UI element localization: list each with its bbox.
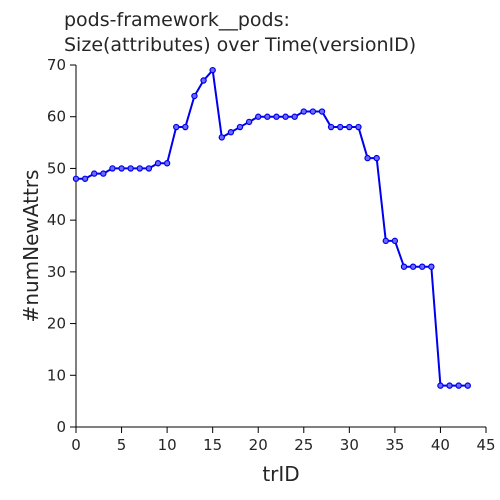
data-point xyxy=(245,118,253,126)
x-axis-label: trID xyxy=(262,462,299,486)
x-tick-label: 40 xyxy=(431,436,450,454)
x-tick-label: 15 xyxy=(203,436,222,454)
data-point xyxy=(455,382,462,389)
chart-title-line-1: pods-framework__pods: xyxy=(64,9,290,31)
y-tick-label: 50 xyxy=(47,159,66,177)
data-point xyxy=(428,263,435,270)
y-axis-label: #numNewAttrs xyxy=(19,170,43,323)
x-tick-label: 25 xyxy=(294,436,313,454)
plot-area: 0 10 20 30 40 50 60 70 0 5 10 15 20 25 30 35 40 45 xyxy=(47,56,496,454)
data-point xyxy=(163,160,171,167)
series-layer xyxy=(72,66,471,389)
data-point xyxy=(109,165,116,172)
data-point xyxy=(136,165,143,172)
x-tick-label: 0 xyxy=(71,436,81,454)
data-point xyxy=(464,382,471,389)
data-point xyxy=(209,66,216,74)
data-point xyxy=(273,113,280,120)
y-tick-label: 0 xyxy=(56,418,66,436)
data-point xyxy=(145,165,153,172)
y-tick-label: 30 xyxy=(47,263,66,281)
y-tick-label: 20 xyxy=(47,315,66,333)
data-point xyxy=(100,170,107,177)
data-point xyxy=(127,165,134,172)
data-point xyxy=(173,123,180,131)
x-tick-label: 45 xyxy=(476,436,495,454)
data-point xyxy=(291,113,298,120)
data-point xyxy=(309,108,317,115)
y-tick-label: 10 xyxy=(47,366,66,384)
x-tick-label: 20 xyxy=(249,436,268,454)
data-point xyxy=(182,123,189,131)
data-point xyxy=(282,113,289,120)
data-point xyxy=(446,382,453,389)
data-point xyxy=(300,108,307,115)
data-point xyxy=(373,154,380,162)
data-point xyxy=(200,77,207,84)
y-tick-label: 70 xyxy=(47,56,66,74)
x-tick-label: 35 xyxy=(385,436,404,454)
y-tick-label: 40 xyxy=(47,211,66,229)
x-tick-label: 30 xyxy=(340,436,359,454)
data-point xyxy=(91,170,98,177)
data-point xyxy=(364,154,371,162)
y-tick-label: 60 xyxy=(47,108,66,126)
data-point xyxy=(391,237,399,245)
data-point xyxy=(264,113,271,120)
data-point xyxy=(409,263,417,270)
data-point xyxy=(227,129,235,136)
data-point xyxy=(154,160,162,167)
data-point xyxy=(382,237,389,245)
data-point xyxy=(419,263,426,270)
data-point xyxy=(236,123,244,131)
data-point xyxy=(327,123,335,131)
data-point xyxy=(318,108,326,115)
y-axis-ticks: 0 10 20 30 40 50 60 70 xyxy=(47,56,76,436)
data-point xyxy=(437,382,444,389)
data-point xyxy=(81,175,89,182)
data-point xyxy=(337,123,344,131)
data-point xyxy=(255,113,262,120)
chart-title-line-2: Size(attributes) over Time(versionID) xyxy=(64,34,416,56)
x-axis-ticks: 0 5 10 15 20 25 30 35 40 45 xyxy=(71,427,496,454)
data-point xyxy=(72,175,80,182)
x-tick-label: 5 xyxy=(117,436,127,454)
data-point xyxy=(400,263,408,270)
x-tick-label: 10 xyxy=(158,436,177,454)
series-line xyxy=(76,69,468,387)
data-point xyxy=(355,123,362,131)
data-point xyxy=(346,123,353,131)
data-point xyxy=(191,92,198,100)
data-point xyxy=(218,134,225,141)
data-point xyxy=(118,165,125,172)
